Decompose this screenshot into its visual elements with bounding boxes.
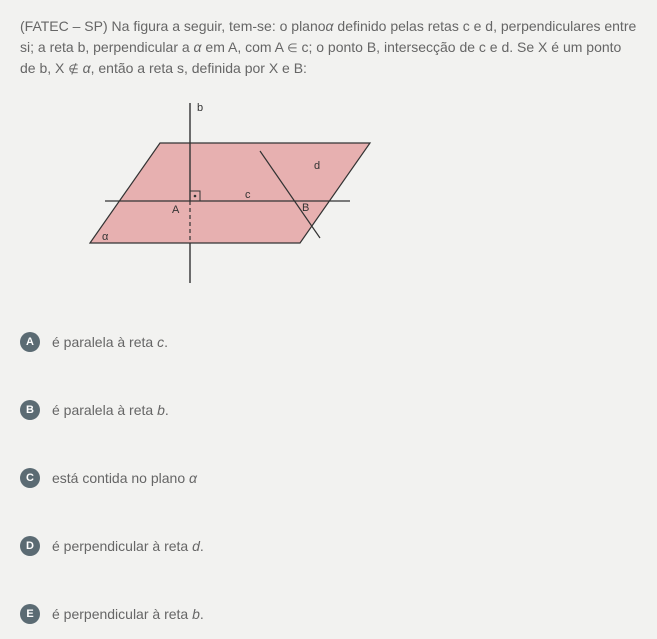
q-part2: em A, com A bbox=[202, 39, 288, 55]
q-alpha2: α bbox=[194, 39, 202, 55]
option-badge-b: B bbox=[20, 400, 40, 420]
option-text-b: é paralela à reta b. bbox=[52, 402, 169, 418]
q-part5: , então a reta s, definida por X e B: bbox=[91, 60, 307, 76]
option-text-post: . bbox=[164, 334, 168, 350]
option-var: α bbox=[189, 470, 197, 486]
svg-text:α: α bbox=[102, 231, 109, 243]
option-text-post: . bbox=[165, 402, 169, 418]
option-c[interactable]: Cestá contida no plano α bbox=[20, 464, 637, 492]
option-badge-d: D bbox=[20, 536, 40, 556]
options-list: Aé paralela à reta c. Bé paralela à reta … bbox=[20, 328, 637, 628]
option-text-pre: é paralela à reta bbox=[52, 334, 157, 350]
option-text-d: é perpendicular à reta d. bbox=[52, 538, 204, 554]
option-badge-a: A bbox=[20, 332, 40, 352]
notin-icon: ∉ bbox=[68, 60, 78, 78]
svg-text:B: B bbox=[302, 202, 309, 214]
q-prefix: (FATEC – SP) Na figura a seguir, tem-se:… bbox=[20, 18, 326, 34]
option-var: d bbox=[192, 538, 200, 554]
svg-text:c: c bbox=[245, 189, 251, 201]
option-text-e: é perpendicular à reta b. bbox=[52, 606, 204, 622]
q-alpha1: α bbox=[326, 18, 334, 34]
option-var: b bbox=[192, 606, 200, 622]
option-a[interactable]: Aé paralela à reta c. bbox=[20, 328, 637, 356]
option-d[interactable]: Dé perpendicular à reta d. bbox=[20, 532, 637, 560]
figure-svg: α A Bb c d bbox=[60, 93, 380, 293]
option-badge-e: E bbox=[20, 604, 40, 624]
option-var: b bbox=[157, 402, 165, 418]
option-text-pre: está contida no plano bbox=[52, 470, 189, 486]
option-text-post: . bbox=[200, 538, 204, 554]
svg-text:b: b bbox=[197, 102, 203, 114]
option-b[interactable]: Bé paralela à reta b. bbox=[20, 396, 637, 424]
option-badge-c: C bbox=[20, 468, 40, 488]
option-e[interactable]: Eé perpendicular à reta b. bbox=[20, 600, 637, 628]
option-text-pre: é paralela à reta bbox=[52, 402, 157, 418]
option-text-pre: é perpendicular à reta bbox=[52, 606, 192, 622]
option-text-pre: é perpendicular à reta bbox=[52, 538, 192, 554]
question-stem: (FATEC – SP) Na figura a seguir, tem-se:… bbox=[20, 16, 637, 79]
option-text-a: é paralela à reta c. bbox=[52, 334, 168, 350]
belongs-icon: ∈ bbox=[287, 39, 297, 57]
option-text-c: está contida no plano α bbox=[52, 470, 197, 486]
svg-text:A: A bbox=[172, 204, 180, 216]
q-alpha3: α bbox=[83, 60, 91, 76]
svg-text:d: d bbox=[314, 160, 320, 172]
geometry-figure: α A Bb c d bbox=[60, 93, 637, 298]
option-text-post: . bbox=[200, 606, 204, 622]
